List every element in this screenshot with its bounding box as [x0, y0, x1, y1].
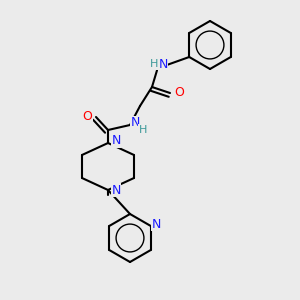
- Text: H: H: [139, 125, 147, 135]
- Text: H: H: [150, 59, 158, 69]
- Text: N: N: [152, 218, 161, 230]
- Text: N: N: [158, 58, 168, 70]
- Text: N: N: [130, 116, 140, 130]
- Text: N: N: [111, 134, 121, 148]
- Text: O: O: [82, 110, 92, 124]
- Text: N: N: [111, 184, 121, 196]
- Text: O: O: [174, 86, 184, 100]
